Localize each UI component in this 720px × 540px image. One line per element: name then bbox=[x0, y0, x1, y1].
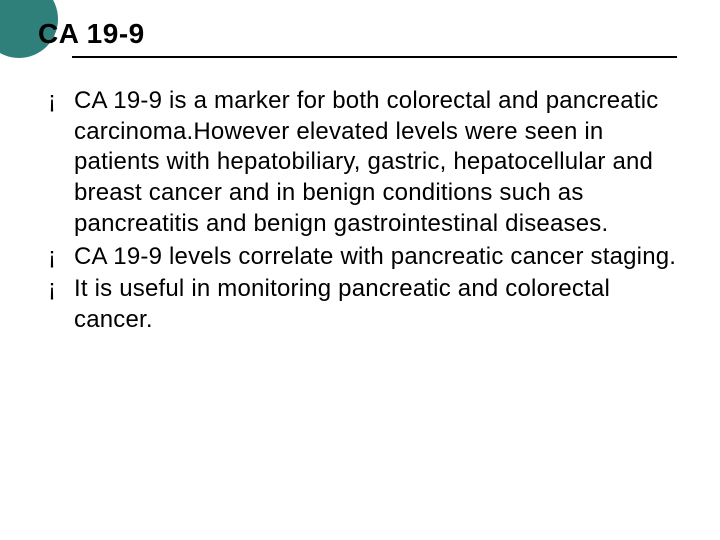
title-divider bbox=[72, 56, 677, 58]
slide-title: CA 19-9 bbox=[38, 18, 690, 50]
list-item: CA 19-9 levels correlate with pancreatic… bbox=[44, 242, 690, 273]
bullet-list: CA 19-9 is a marker for both colorectal … bbox=[38, 86, 690, 336]
list-item: CA 19-9 is a marker for both colorectal … bbox=[44, 86, 690, 240]
list-item: It is useful in monitoring pancreatic an… bbox=[44, 274, 690, 335]
slide-container: CA 19-9 CA 19-9 is a marker for both col… bbox=[0, 0, 720, 358]
